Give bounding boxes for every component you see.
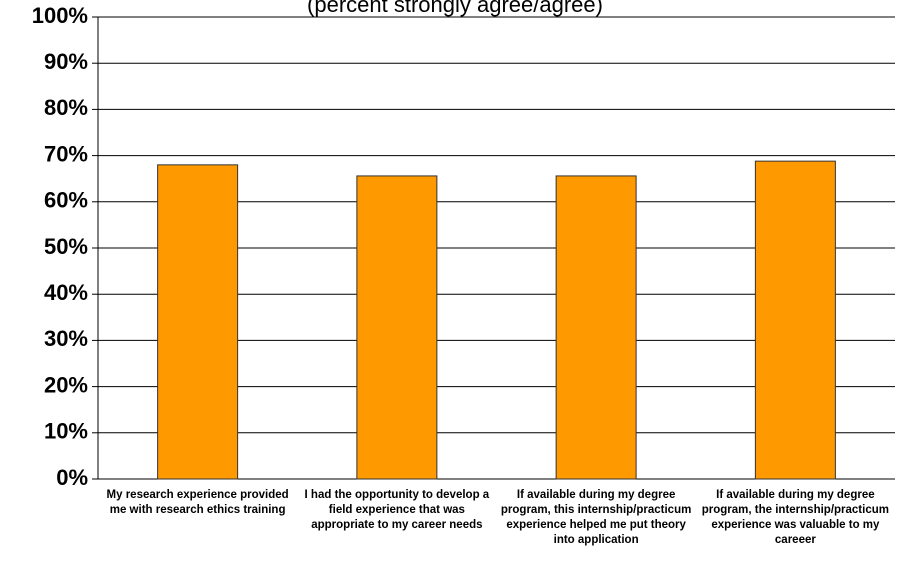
bar: [754, 160, 836, 480]
bar: [157, 164, 239, 480]
y-tick-label: 100%: [32, 3, 88, 28]
y-tick-label: 60%: [44, 188, 88, 213]
x-tick-label: My research experience provided me with …: [106, 489, 289, 516]
x-tick-label: If available during my degree program, t…: [500, 489, 692, 546]
y-tick-label: 50%: [44, 234, 88, 259]
x-tick-label: I had the opportunity to develop a field…: [304, 489, 490, 531]
x-tick-label: If available during my degree program, t…: [701, 489, 889, 546]
bar: [356, 175, 438, 480]
y-tick-label: 80%: [44, 95, 88, 120]
y-tick-label: 40%: [44, 280, 88, 305]
chart-subtitle: (percent strongly agree/agree): [307, 0, 603, 17]
y-tick-label: 0%: [56, 465, 88, 490]
bar: [555, 175, 637, 480]
y-tick-label: 30%: [44, 326, 88, 351]
y-tick-label: 70%: [44, 141, 88, 166]
y-tick-label: 90%: [44, 49, 88, 74]
y-tick-label: 20%: [44, 372, 88, 397]
y-tick-label: 10%: [44, 419, 88, 444]
